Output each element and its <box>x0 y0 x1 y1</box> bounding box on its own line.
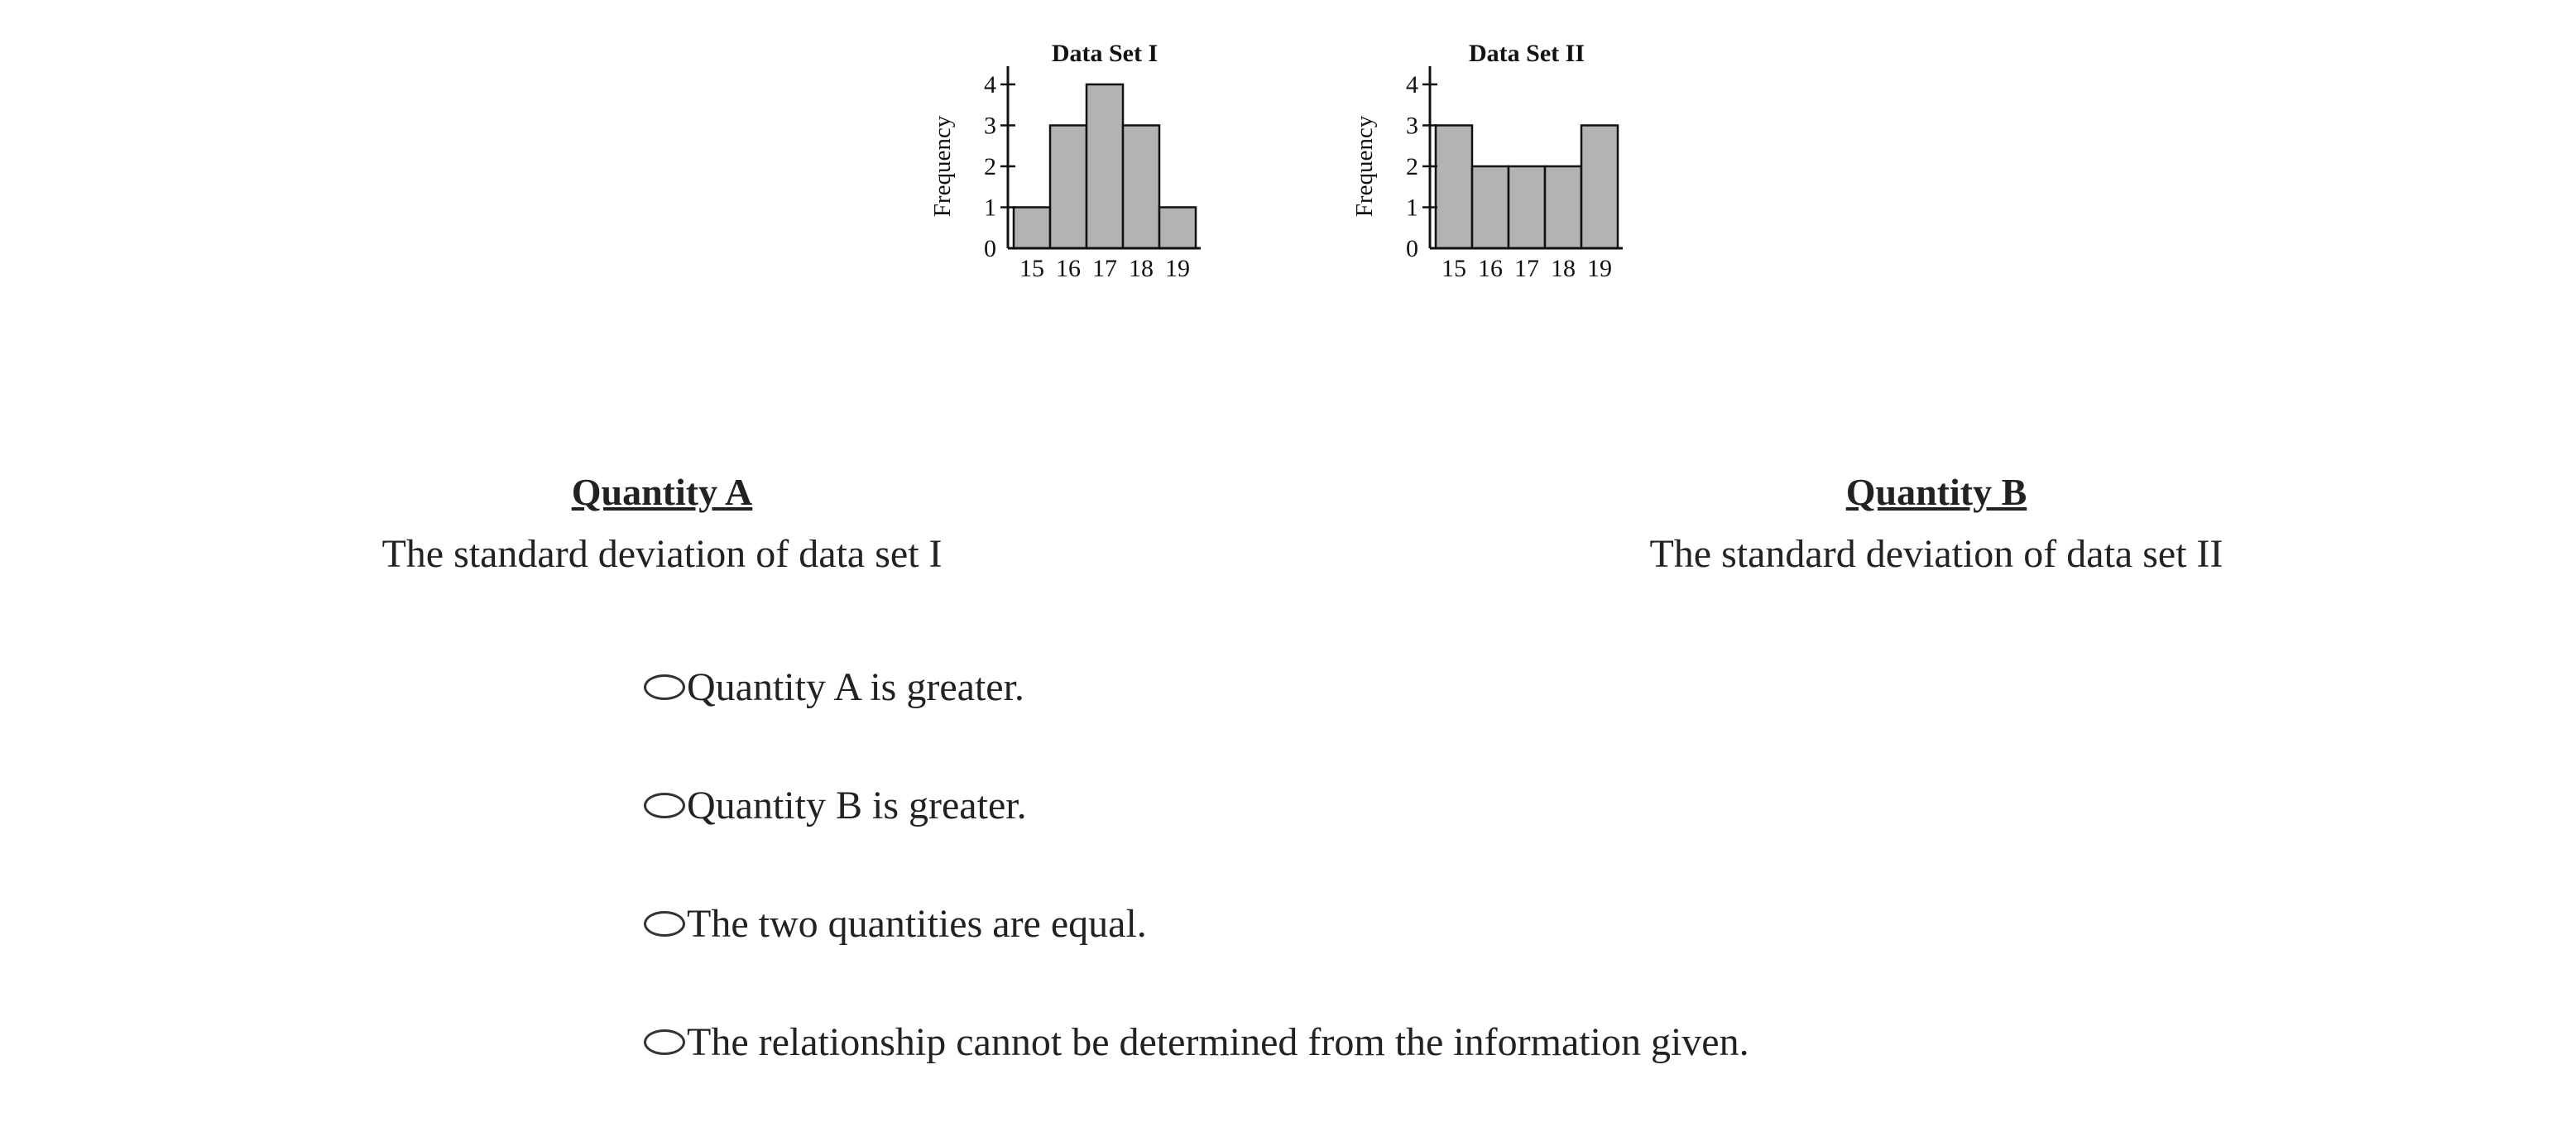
chart-title: Data Set I <box>1052 40 1158 67</box>
y-tick-label: 4 <box>1406 71 1418 98</box>
histogram-bar <box>1543 165 1583 250</box>
option-label: Quantity A is greater. <box>687 664 1024 709</box>
radio-button-icon[interactable] <box>644 910 685 937</box>
histogram-bar <box>1158 206 1197 250</box>
x-tick-label: 18 <box>1129 255 1154 282</box>
y-tick-label: 1 <box>984 194 996 222</box>
x-tick-label: 15 <box>1442 255 1466 282</box>
y-axis-label: Frequency <box>1351 115 1378 217</box>
quantity-a-column: Quantity A The standard deviation of dat… <box>248 463 1076 587</box>
y-tick-label: 4 <box>984 71 996 98</box>
answer-options: Quantity A is greater. Quantity B is gre… <box>644 654 1749 1127</box>
y-axis-label: Frequency <box>929 115 956 217</box>
radio-button-icon[interactable] <box>644 674 685 700</box>
option-cannot-determine[interactable]: The relationship cannot be determined fr… <box>644 1009 1749 1075</box>
y-tick-label: 2 <box>1406 153 1418 180</box>
option-a-greater[interactable]: Quantity A is greater. <box>644 654 1749 720</box>
histogram-bar <box>1580 124 1619 250</box>
chart-title: Data Set II <box>1469 40 1585 67</box>
y-tick-label: 3 <box>984 113 996 140</box>
y-tick-label: 0 <box>1406 235 1418 262</box>
radio-button-icon[interactable] <box>644 792 685 818</box>
quantity-b-heading: Quantity B <box>1845 471 2027 513</box>
y-tick-label: 3 <box>1406 113 1418 140</box>
option-equal[interactable]: The two quantities are equal. <box>644 890 1749 957</box>
histogram-bar <box>1507 165 1547 250</box>
histogram-bar <box>1470 165 1510 250</box>
option-b-greater[interactable]: Quantity B is greater. <box>644 772 1749 838</box>
x-tick-label: 19 <box>1587 255 1612 282</box>
histogram-bar <box>1085 83 1125 250</box>
histogram-bar <box>1434 124 1474 250</box>
x-tick-label: 15 <box>1019 255 1044 282</box>
x-tick-label: 17 <box>1514 255 1539 282</box>
x-tick-label: 16 <box>1478 255 1503 282</box>
quantity-b-text: The standard deviation of data set II <box>1649 532 2223 576</box>
option-label: The two quantities are equal. <box>687 901 1147 946</box>
x-tick-label: 18 <box>1551 255 1576 282</box>
quantity-a-text: The standard deviation of data set I <box>381 532 943 576</box>
y-tick-label: 2 <box>984 153 996 180</box>
x-tick-label: 19 <box>1165 255 1190 282</box>
histogram-figure: Data Set I Frequency 0 1 2 3 4 15 16 17 18 19 Data … <box>927 25 1672 306</box>
option-label: Quantity B is greater. <box>687 783 1027 827</box>
radio-button-icon[interactable] <box>644 1029 685 1055</box>
histogram-bar <box>1048 124 1088 250</box>
x-tick-label: 17 <box>1092 255 1117 282</box>
data-set-1-histogram: Data Set I Frequency 0 1 2 3 4 15 16 17 18 19 <box>929 40 1201 282</box>
y-tick-label: 1 <box>1406 194 1418 222</box>
quantity-b-column: Quantity B The standard deviation of dat… <box>1523 463 2350 587</box>
y-tick-label: 0 <box>984 235 996 262</box>
option-label: The relationship cannot be determined fr… <box>687 1019 1749 1064</box>
x-tick-label: 16 <box>1056 255 1081 282</box>
histogram-bar <box>1012 206 1052 250</box>
histogram-bar <box>1121 124 1161 250</box>
quantity-a-heading: Quantity A <box>571 471 753 513</box>
data-set-2-histogram: Data Set II Frequency 0 1 2 3 4 15 16 17 18 19 <box>1351 40 1623 282</box>
